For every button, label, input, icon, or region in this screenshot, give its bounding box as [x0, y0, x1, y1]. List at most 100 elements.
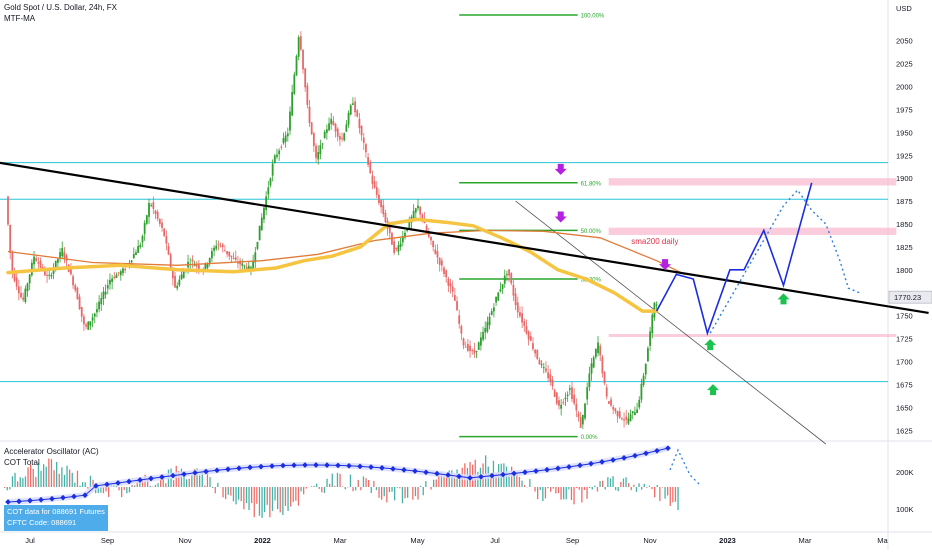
- candle-body: [228, 252, 230, 257]
- candle-body: [163, 229, 165, 236]
- x-tick-label-7: Sep: [566, 536, 579, 545]
- candle-body: [443, 268, 445, 274]
- oscillator-bar: [425, 481, 426, 487]
- oscillator-bar: [534, 487, 535, 492]
- candle-body: [419, 207, 421, 215]
- oscillator-bar: [576, 487, 577, 488]
- y-tick-label-16: 1650: [896, 403, 913, 412]
- candle-body: [523, 321, 525, 326]
- candle-body: [57, 259, 59, 263]
- candle-body: [24, 289, 26, 302]
- candle-body: [16, 278, 18, 287]
- oscillator-bar: [332, 474, 333, 487]
- candle-body: [20, 293, 22, 297]
- candle-body: [434, 250, 436, 254]
- candle-body: [480, 337, 482, 345]
- oscillator-bar: [521, 481, 522, 487]
- oscillator-bar: [191, 475, 192, 487]
- candle-body: [593, 357, 595, 367]
- oscillator-bar: [415, 487, 416, 496]
- oscillator-bar: [35, 477, 36, 487]
- oscillator-bar: [48, 459, 49, 487]
- candle-body: [191, 259, 193, 261]
- candle-body: [231, 256, 233, 258]
- candle-body: [510, 273, 512, 283]
- candle-body: [430, 237, 432, 240]
- oscillator-bar: [222, 487, 223, 497]
- candle-body: [319, 145, 321, 154]
- candle-body: [560, 405, 562, 409]
- candle-body: [315, 146, 317, 158]
- candle-body: [471, 350, 473, 351]
- oscillator-bar: [667, 487, 668, 495]
- oscillator-bar: [566, 487, 567, 499]
- oscillator-bar: [412, 487, 413, 500]
- oscillator-bar: [235, 487, 236, 504]
- candle-body: [159, 219, 161, 224]
- candle-body: [298, 37, 300, 56]
- oscillator-bar: [212, 487, 213, 488]
- candle-body: [439, 258, 441, 265]
- oscillator-bar: [248, 487, 249, 510]
- oscillator-bar: [524, 485, 525, 487]
- oscillator-projection: [670, 450, 700, 485]
- oscillator-bar: [118, 487, 119, 490]
- candle-body: [556, 393, 558, 404]
- candle-body: [417, 206, 419, 209]
- oscillator-bar: [126, 487, 127, 493]
- candle-body: [270, 178, 272, 185]
- oscillator-bar: [581, 487, 582, 502]
- candle-body: [445, 270, 447, 277]
- candle-body: [591, 363, 593, 373]
- candle-body: [651, 315, 653, 334]
- candle-body: [152, 202, 154, 209]
- oscillator-bar: [261, 487, 262, 518]
- candle-body: [40, 261, 42, 268]
- oscillator-bar: [303, 487, 304, 494]
- candle-body: [324, 132, 326, 138]
- candle-body: [582, 415, 584, 424]
- candle-body: [359, 119, 361, 128]
- oscillator-bar: [324, 487, 325, 493]
- candle-body: [621, 418, 623, 419]
- candle-body: [291, 92, 293, 115]
- candle-body: [343, 133, 345, 140]
- candle-body: [372, 175, 374, 184]
- candle-body: [558, 400, 560, 406]
- oscillator-bar: [558, 487, 559, 493]
- oscillator-bar: [321, 487, 322, 492]
- oscillator-bar: [217, 483, 218, 487]
- oscillator-bar: [9, 487, 10, 489]
- candle-body: [302, 50, 304, 69]
- y-tick-label-10: 1800: [896, 266, 913, 275]
- candle-body: [578, 414, 580, 417]
- y-tick-label-15: 1675: [896, 380, 913, 389]
- candle-body: [460, 326, 462, 333]
- oscillator-bar: [407, 487, 408, 498]
- candle-body: [283, 138, 285, 143]
- candle-body: [350, 105, 352, 114]
- candle-body: [482, 332, 484, 340]
- candle-body: [495, 297, 497, 303]
- oscillator-bar: [181, 469, 182, 487]
- candle-body: [415, 208, 417, 212]
- oscillator-bar: [157, 483, 158, 487]
- candle-body: [341, 138, 343, 139]
- oscillator-bar: [186, 479, 187, 487]
- cot-info-line-1: COT data for 088691 Futures: [7, 506, 105, 517]
- oscillator-bar: [420, 486, 421, 487]
- oscillator-bar: [337, 473, 338, 487]
- oscillator-bar: [508, 476, 509, 487]
- candle-body: [517, 302, 519, 312]
- candle-body: [356, 110, 358, 116]
- projection-dotted: [710, 190, 859, 333]
- candle-body: [376, 187, 378, 195]
- candle-body: [27, 283, 29, 291]
- oscillator-bar: [311, 486, 312, 487]
- oscillator-bar: [633, 485, 634, 487]
- candle-body: [142, 236, 144, 242]
- oscillator-bar: [605, 487, 606, 489]
- candle-body: [374, 181, 376, 187]
